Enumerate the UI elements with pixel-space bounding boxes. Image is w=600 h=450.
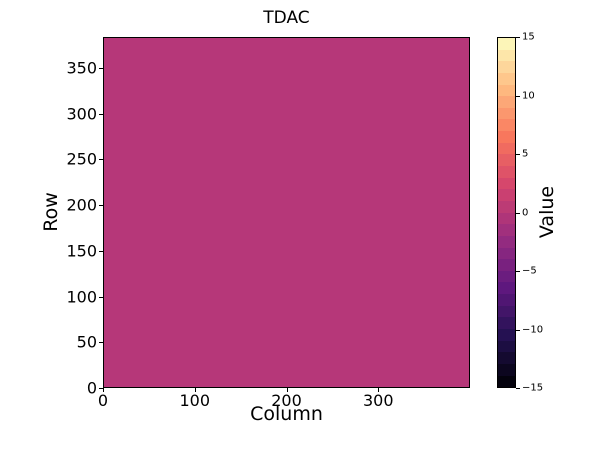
colorbar-tick-mark: [516, 95, 520, 97]
colorbar-tick-label: 0: [522, 207, 529, 218]
colorbar-step: [498, 282, 515, 295]
y-tick-mark: [99, 296, 103, 298]
heatmap-plot-area: [103, 37, 470, 388]
colorbar-tick-mark: [516, 388, 520, 389]
colorbar-step: [498, 38, 515, 50]
y-tick-mark: [99, 388, 103, 389]
y-tick-label: 200: [66, 195, 97, 215]
colorbar-step: [498, 189, 515, 201]
y-tick-label: 350: [66, 58, 97, 78]
colorbar-step: [498, 61, 515, 73]
colorbar-step: [498, 247, 515, 260]
colorbar-step: [498, 224, 515, 236]
colorbar-step: [498, 166, 515, 178]
colorbar-step: [498, 259, 515, 271]
colorbar-step: [498, 200, 515, 213]
colorbar: [497, 37, 516, 388]
colorbar-step: [498, 329, 515, 341]
colorbar-step: [498, 131, 515, 143]
colorbar-tick-mark: [516, 212, 520, 214]
colorbar-tick-label: 10: [522, 90, 535, 101]
colorbar-label: Value: [536, 185, 558, 239]
colorbar-step: [498, 294, 515, 306]
colorbar-step: [498, 96, 515, 108]
y-tick-mark: [99, 250, 103, 252]
y-tick-mark: [99, 68, 103, 70]
colorbar-tick-mark: [516, 154, 520, 155]
colorbar-step: [498, 107, 515, 120]
x-tick-mark: [194, 388, 196, 392]
colorbar-tick-label: −5: [522, 265, 537, 277]
colorbar-tick-label: −15: [522, 382, 544, 394]
y-tick-label: 150: [66, 241, 97, 261]
x-tick-mark: [286, 388, 288, 392]
x-tick-mark: [378, 388, 380, 392]
colorbar-step: [498, 84, 515, 97]
colorbar-step: [498, 154, 515, 167]
y-tick-mark: [99, 342, 103, 344]
colorbar-tick-label: −10: [522, 324, 544, 335]
colorbar-step: [498, 340, 515, 353]
chart-title: TDAC: [263, 8, 310, 28]
colorbar-step: [498, 317, 515, 330]
colorbar-step: [498, 119, 515, 132]
colorbar-tick-label: 5: [522, 148, 529, 160]
colorbar-step: [498, 72, 515, 85]
x-tick-label: 100: [179, 391, 211, 410]
colorbar-step: [498, 235, 515, 248]
y-tick-label: 50: [76, 332, 97, 352]
y-tick-label: 250: [66, 149, 97, 169]
x-tick-label: 0: [97, 391, 109, 410]
colorbar-tick-mark: [516, 37, 520, 38]
colorbar-step: [498, 352, 515, 364]
colorbar-tick-label: 15: [522, 31, 535, 43]
y-tick-label: 0: [86, 378, 97, 398]
x-tick-mark: [103, 388, 104, 392]
colorbar-tick-mark: [516, 271, 520, 272]
y-tick-mark: [99, 113, 103, 115]
y-tick-mark: [99, 159, 103, 161]
colorbar-tick-mark: [516, 329, 520, 331]
colorbar-step: [498, 363, 515, 376]
x-axis-label: Column: [250, 403, 323, 425]
y-tick-mark: [99, 205, 103, 207]
colorbar-step: [498, 375, 515, 388]
x-tick-label: 300: [362, 391, 394, 410]
y-tick-label: 100: [66, 287, 97, 307]
colorbar-step: [498, 270, 515, 283]
y-tick-label: 300: [66, 104, 97, 124]
colorbar-step: [498, 49, 515, 62]
colorbar-step: [498, 142, 515, 155]
colorbar-step: [498, 177, 515, 190]
colorbar-step: [498, 212, 515, 225]
colorbar-step: [498, 305, 515, 318]
x-tick-label: 200: [271, 391, 302, 410]
